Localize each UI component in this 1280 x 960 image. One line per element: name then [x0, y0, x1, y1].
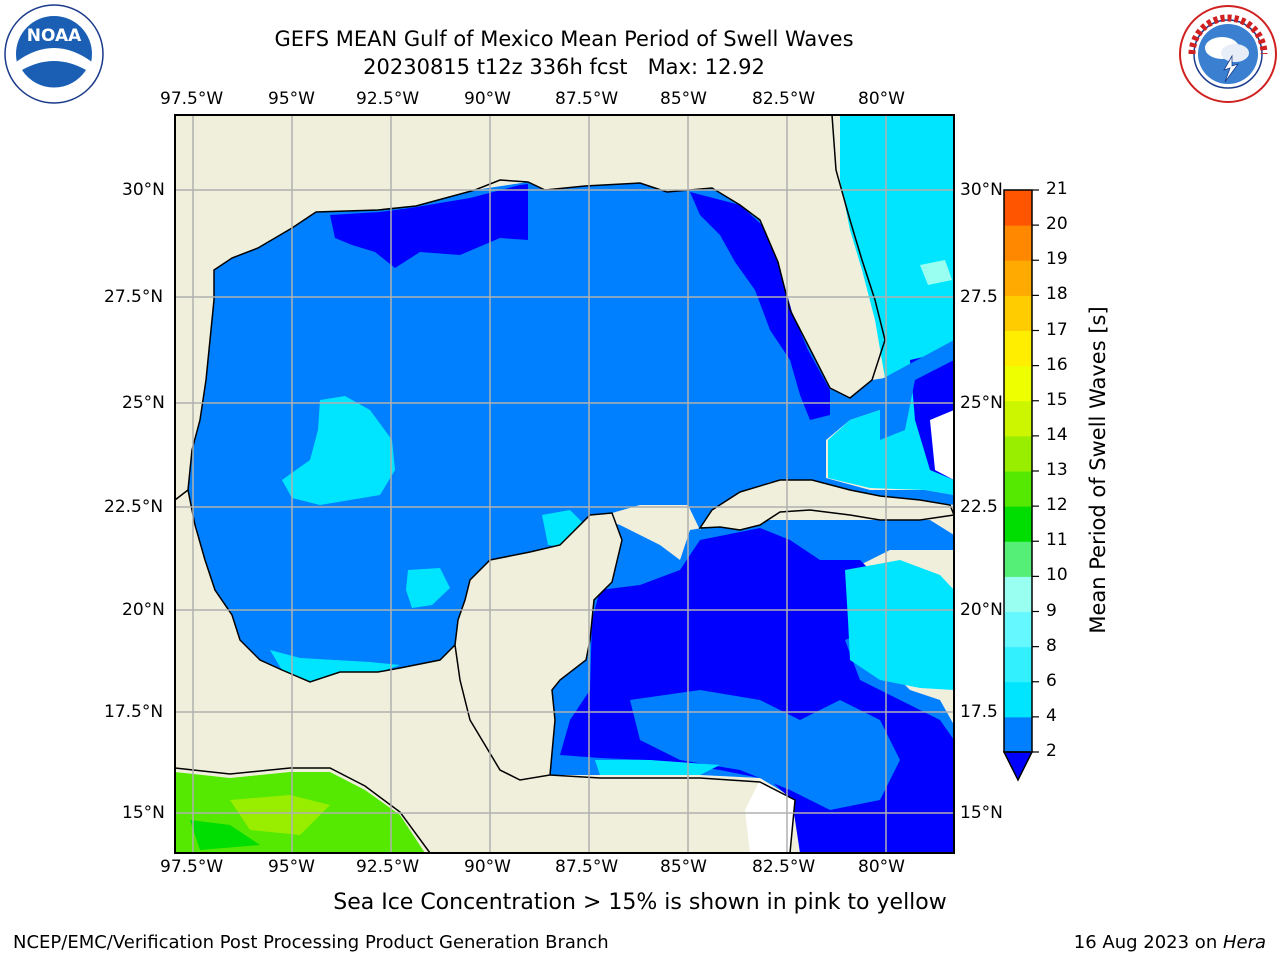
lat-label-left-27.5: 27.5°N — [104, 287, 164, 307]
coastline-north — [175, 115, 886, 501]
yucatan — [454, 512, 623, 781]
lat-label-right-22.5: 22.5 — [960, 497, 998, 517]
cyan-patch-caribbean-east — [845, 560, 954, 690]
lat-label-right-17.5: 17.5 — [960, 702, 998, 722]
colorbar-band — [1004, 435, 1032, 472]
lon-label-top-92.5: 92.5°W — [356, 89, 420, 109]
noaa-logo: NOAA — [4, 4, 104, 104]
cyan-patch-southwest — [270, 650, 400, 682]
cyan-patch-central — [282, 396, 395, 505]
colorbar-tick-label: 12 — [1046, 495, 1068, 516]
lat-label-left-25: 25°N — [122, 393, 165, 413]
lon-label-top-95: 95°W — [268, 89, 315, 109]
nodata-bahamas — [930, 410, 954, 480]
pacific-darkgreen — [190, 820, 260, 850]
colorbar-tick-label: 20 — [1046, 214, 1068, 235]
colorbar-tick-label: 8 — [1046, 635, 1057, 656]
colorbar-tick-label: 4 — [1046, 705, 1057, 726]
colorbar — [1002, 189, 1039, 782]
colorbar-band — [1004, 471, 1032, 507]
colorbar-band — [1004, 646, 1032, 683]
colorbar-band — [1004, 365, 1032, 402]
lon-label-top-87.5: 87.5°W — [555, 89, 619, 109]
lon-label-bottom-80: 80°W — [858, 857, 905, 877]
cyan-patch-west — [406, 568, 450, 608]
nws-logo — [1178, 4, 1278, 104]
dark-region-north — [330, 184, 528, 268]
map-frame — [174, 114, 955, 854]
lat-label-right-20: 20°N — [960, 600, 1003, 620]
colorbar-under-arrow — [1002, 751, 1034, 782]
atlantic-mid — [880, 340, 954, 440]
lon-label-bottom-87.5: 87.5°W — [555, 857, 619, 877]
colorbar-tick-label: 14 — [1046, 424, 1068, 445]
colorbar-band — [1004, 400, 1032, 437]
lon-label-bottom-95: 95°W — [268, 857, 315, 877]
nodata-belize — [745, 780, 795, 853]
sea-ice-note: Sea Ice Concentration > 15% is shown in … — [333, 890, 947, 915]
lon-label-top-82.5: 82.5°W — [752, 89, 816, 109]
coastline-mexico — [187, 489, 456, 683]
cuba — [698, 479, 954, 531]
colorbar-band — [1004, 506, 1032, 542]
lon-label-bottom-90: 90°W — [464, 857, 511, 877]
colorbar-band — [1004, 260, 1032, 296]
colorbar-tick-label: 17 — [1046, 319, 1068, 340]
colorbar-tick-label: 13 — [1046, 460, 1068, 480]
footer-machine: Hera — [1222, 932, 1266, 953]
lon-label-top-97.5: 97.5°W — [160, 89, 224, 109]
colorbar-band — [1004, 716, 1032, 753]
lon-label-bottom-97.5: 97.5°W — [160, 857, 224, 877]
colorbar-band — [1004, 190, 1032, 226]
lat-label-left-30: 30°N — [122, 180, 165, 200]
lon-label-top-80: 80°W — [858, 89, 905, 109]
colorbar-tick-label: 10 — [1046, 565, 1068, 586]
colorbar-band — [1004, 611, 1032, 648]
colorbar-tick-label: 11 — [1046, 530, 1068, 551]
lon-label-top-90: 90°W — [464, 89, 511, 109]
coastline-honduras — [549, 774, 796, 853]
footer-date: 16 Aug 2023 on Hera — [1074, 932, 1266, 953]
dark-region-northeast — [690, 192, 830, 420]
colorbar-band — [1004, 225, 1032, 261]
lat-label-right-25: 25°N — [960, 393, 1003, 413]
colorbar-band — [1004, 541, 1032, 577]
coastline-pacific — [175, 767, 431, 853]
mid-region-caribbean — [630, 690, 900, 810]
footer-branch: NCEP/EMC/Verification Post Processing Pr… — [13, 932, 609, 953]
lon-label-bottom-82.5: 82.5°W — [752, 857, 816, 877]
colorbar-tick-label: 9 — [1046, 600, 1057, 621]
gridlines — [175, 115, 954, 853]
colorbar-band — [1004, 681, 1032, 718]
colorbar-tick-label: 15 — [1046, 389, 1068, 410]
lat-label-left-15: 15°N — [122, 803, 165, 823]
map-subtitle: 20230815 t12z 336h fcst Max: 12.92 — [363, 55, 765, 79]
lat-label-right-15: 15°N — [960, 803, 1003, 823]
colorbar-band — [1004, 295, 1032, 331]
lat-label-right-30: 30°N — [960, 180, 1003, 200]
colorbar-label: Mean Period of Swell Waves [s] — [1086, 306, 1110, 634]
lon-label-top-85: 85°W — [660, 89, 707, 109]
colorbar-tick-label: 6 — [1046, 670, 1057, 691]
lon-label-bottom-85: 85°W — [660, 857, 707, 877]
colorbar-band — [1004, 330, 1032, 367]
lat-label-left-22.5: 22.5°N — [104, 497, 164, 517]
colorbar-tick-label: 16 — [1046, 354, 1068, 375]
colorbar-tick-label: 21 — [1046, 179, 1068, 199]
noaa-logo-text: NOAA — [27, 26, 82, 46]
colorbar-band — [1004, 576, 1032, 612]
lat-label-left-20: 20°N — [122, 600, 165, 620]
colorbar-tick-label: 19 — [1046, 249, 1068, 270]
colorbar-tick-label: 18 — [1046, 284, 1068, 305]
footer-date-text: 16 Aug 2023 on — [1073, 932, 1223, 953]
lon-label-bottom-92.5: 92.5°W — [356, 857, 420, 877]
colorbar-tick-label: 2 — [1046, 741, 1057, 761]
pacific-yellowgreen — [230, 795, 330, 835]
map-title: GEFS MEAN Gulf of Mexico Mean Period of … — [274, 27, 854, 51]
lat-label-right-27.5: 27.5 — [960, 287, 998, 307]
lat-label-left-17.5: 17.5°N — [104, 702, 164, 722]
atlantic-light — [920, 260, 952, 285]
